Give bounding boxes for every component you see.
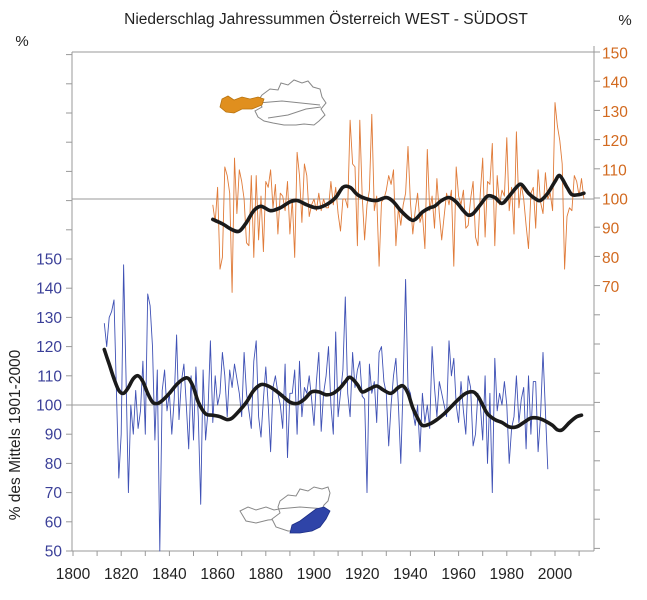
west-region-highlight xyxy=(219,95,265,114)
left-tick-label: 120 xyxy=(36,339,62,356)
suedost-smoothed-line xyxy=(102,347,584,433)
maps xyxy=(219,79,331,534)
left-tick-label: 130 xyxy=(36,310,62,327)
x-tick-label: 1880 xyxy=(249,566,284,583)
austria-inner-border xyxy=(257,100,322,119)
left-tick-label: 90 xyxy=(45,427,63,444)
x-tick-label: 1900 xyxy=(297,566,332,583)
left-tick-label: 150 xyxy=(36,252,62,269)
y-axis-label: % des Mittels 1901-2000 xyxy=(7,349,24,520)
left-tick-label: 100 xyxy=(36,398,62,415)
suedost-annual-line xyxy=(103,264,549,552)
austria-map-west-highlighted xyxy=(219,79,327,126)
x-tick-label: 1940 xyxy=(393,566,428,583)
left-tick-label: 50 xyxy=(45,544,63,561)
suedost-region-highlight xyxy=(289,506,331,534)
left-unit-label: % xyxy=(15,33,28,50)
right-unit-label: % xyxy=(618,12,631,29)
austria-map-suedost-highlighted xyxy=(239,486,331,534)
right-tick-label: 130 xyxy=(602,104,628,121)
right-tick-label: 80 xyxy=(602,250,620,267)
x-tick-label: 1820 xyxy=(104,566,139,583)
left-tick-label: 60 xyxy=(45,514,63,531)
left-tick-label: 70 xyxy=(45,485,63,502)
west-annual-line xyxy=(212,102,585,293)
axes xyxy=(66,46,600,556)
right-tick-label: 100 xyxy=(602,192,628,209)
right-tick-label: 120 xyxy=(602,133,628,150)
x-tick-label: 1800 xyxy=(56,566,91,583)
x-tick-label: 1980 xyxy=(490,566,525,583)
right-tick-label: 70 xyxy=(602,279,620,296)
tick-labels: 50 60 70 80 90 100 110 120 130 140 150 70 80 90 100 110… xyxy=(36,46,628,584)
chart-title: Niederschlag Jahressummen Österreich WES… xyxy=(124,10,528,28)
x-tick-label: 1860 xyxy=(200,566,235,583)
x-tick-label: 1840 xyxy=(152,566,187,583)
series-layer xyxy=(102,102,586,552)
left-tick-label: 110 xyxy=(37,368,62,385)
right-tick-label: 110 xyxy=(602,162,627,179)
left-tick-label: 80 xyxy=(45,456,63,473)
right-tick-label: 140 xyxy=(602,75,628,92)
right-tick-label: 150 xyxy=(602,46,628,63)
x-tick-label: 1920 xyxy=(345,566,380,583)
x-tick-label: 2000 xyxy=(538,566,573,583)
left-tick-label: 140 xyxy=(36,281,62,298)
west-smoothed-line xyxy=(211,173,586,234)
austria-outline-east xyxy=(254,79,327,126)
x-tick-label: 1960 xyxy=(441,566,476,583)
right-tick-label: 90 xyxy=(602,221,620,238)
